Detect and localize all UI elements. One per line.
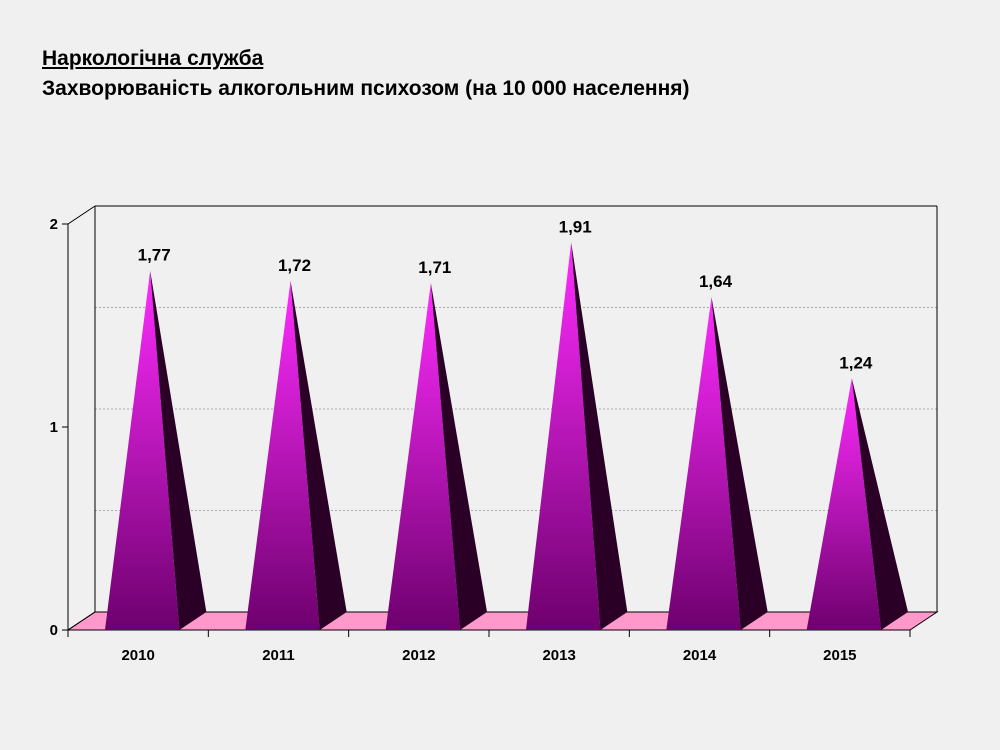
pyramid-bar-side xyxy=(290,280,347,630)
data-label: 1,64 xyxy=(699,272,733,291)
data-label: 1,71 xyxy=(418,258,451,277)
slide-title-block: Наркологічна служба Захворюваність алког… xyxy=(42,44,690,104)
pyramid-bar-front xyxy=(525,242,601,630)
pyramid-bar-side xyxy=(430,282,488,630)
x-tick-label: 2012 xyxy=(402,647,435,664)
data-label: 1,91 xyxy=(559,217,592,236)
y-tick-label: 1 xyxy=(50,419,58,436)
pyramid-bar-side xyxy=(711,297,768,630)
pyramid-bar-side xyxy=(150,270,207,630)
x-tick-label: 2014 xyxy=(683,647,717,664)
pyramid-bar-front xyxy=(666,297,741,630)
data-label: 1,77 xyxy=(138,246,171,265)
x-tick-label: 2015 xyxy=(823,647,856,664)
axis-depth-line xyxy=(67,205,96,225)
x-tick-label: 2011 xyxy=(262,647,295,664)
data-label: 1,24 xyxy=(839,353,873,372)
x-tick-label: 2013 xyxy=(542,647,575,664)
slide-subtitle: Захворюваність алкогольним психозом (на … xyxy=(42,77,690,100)
pyramid-bar-front xyxy=(806,378,882,630)
axis-depth-line xyxy=(67,611,96,631)
pyramid-bar-side xyxy=(851,378,909,630)
pyramid-bar-side xyxy=(571,242,628,630)
x-tick-label: 2010 xyxy=(121,647,154,664)
pyramid-bar-front xyxy=(385,282,461,630)
y-tick-label: 0 xyxy=(50,622,58,639)
pyramid-bar-front xyxy=(104,270,180,630)
slide-title: Наркологічна служба xyxy=(42,47,264,70)
pyramid-bar-front xyxy=(245,280,320,630)
y-tick-label: 2 xyxy=(50,216,58,233)
data-label: 1,72 xyxy=(278,256,311,275)
